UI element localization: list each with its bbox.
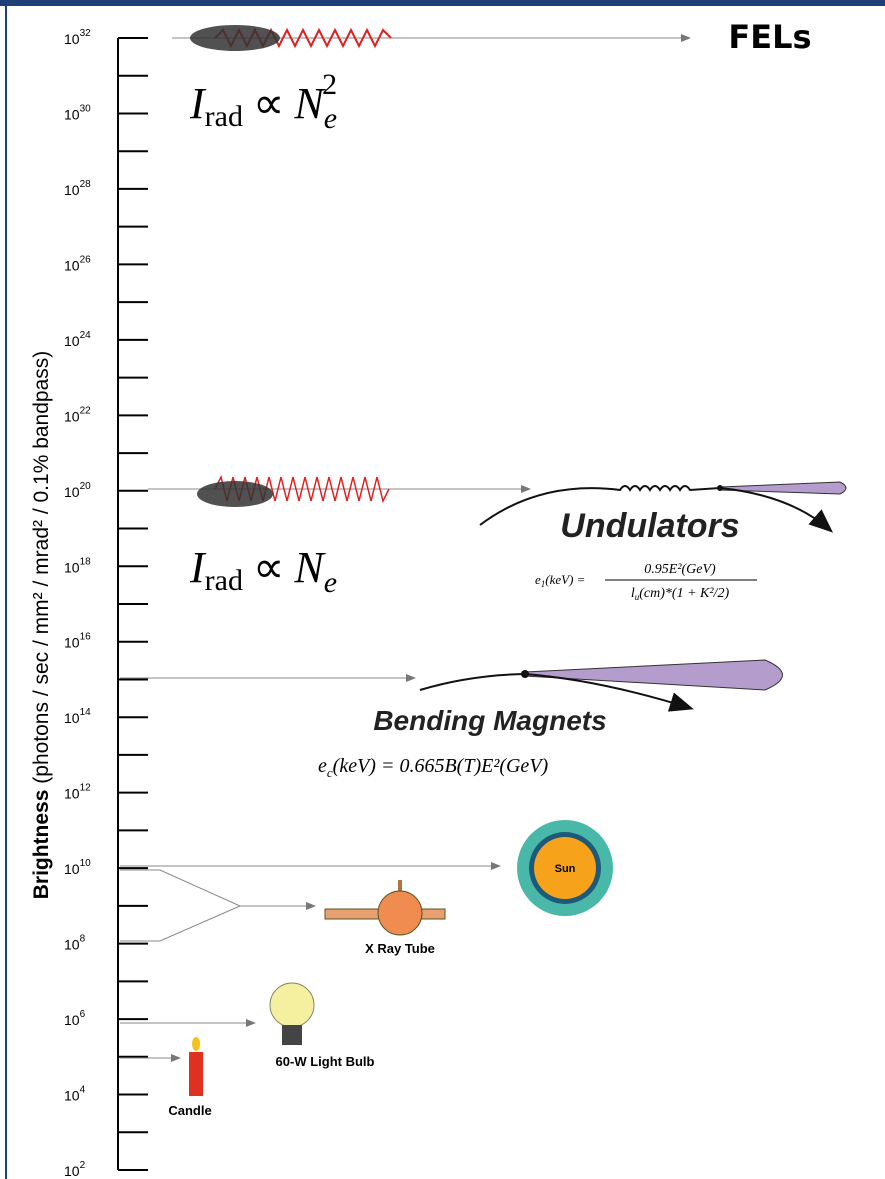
tick-exp: 12: [80, 783, 92, 794]
tick-label: 102: [64, 1160, 86, 1179]
tick-exp: 32: [80, 28, 92, 39]
tick-base: 10: [64, 484, 80, 500]
undulator-dot: [717, 485, 723, 491]
tick-exp: 18: [80, 556, 92, 567]
tick-base: 10: [64, 937, 80, 953]
fel-bunch: [190, 25, 280, 51]
tick-exp: 30: [80, 103, 92, 114]
tick-exp: 10: [80, 858, 92, 869]
tick-exp: 8: [80, 934, 86, 945]
tick-label: 108: [64, 934, 86, 953]
tick-label: 104: [64, 1085, 86, 1104]
candle-label: Candle: [168, 1103, 211, 1118]
undulator-energy-lhs: e1(keV) =: [535, 572, 585, 589]
bulb-label: 60-W Light Bulb: [276, 1054, 375, 1069]
bulb-glass: [270, 983, 314, 1027]
tick-label: 1026: [64, 254, 91, 273]
bending-dot: [521, 670, 529, 678]
axis-title: Brightness (photons / sec / mm² / mrad² …: [30, 351, 53, 900]
tick-exp: 6: [80, 1009, 86, 1020]
undulator-bunch: [197, 481, 273, 507]
tick-label: 1014: [64, 707, 91, 726]
candle-flame: [192, 1037, 200, 1051]
undulator-energy-den: lu(cm)*(1 + K²/2): [631, 586, 730, 602]
tick-label: 1030: [64, 103, 91, 122]
bending-beam: [525, 660, 783, 690]
fel-formula: Irad∝Ne2: [189, 68, 337, 135]
tick-base: 10: [64, 1012, 80, 1028]
tick-base: 10: [64, 1088, 80, 1104]
tick-label: 1018: [64, 556, 91, 575]
tick-exp: 16: [80, 632, 92, 643]
tick-label: 1028: [64, 179, 91, 198]
tick-label: 1012: [64, 783, 91, 802]
fel-label: FELs: [728, 18, 811, 56]
tick-base: 10: [64, 106, 80, 122]
undulator-beam: [720, 482, 846, 494]
undulator-label: Undulators: [560, 507, 739, 545]
tick-base: 10: [64, 559, 80, 575]
undulator-energy-num: 0.95E²(GeV): [644, 562, 716, 577]
tick-label: 1024: [64, 330, 91, 349]
undulator-formula: Irad∝Ne: [189, 543, 337, 599]
tick-base: 10: [64, 635, 80, 651]
tick-exp: 26: [80, 254, 92, 265]
xray-bulb: [378, 891, 422, 935]
xray-label: X Ray Tube: [365, 941, 435, 956]
tick-base: 10: [64, 861, 80, 877]
bending-label: Bending Magnets: [373, 705, 606, 736]
candle-body: [189, 1052, 203, 1096]
tick-base: 10: [64, 257, 80, 273]
bulb-base: [282, 1025, 302, 1045]
tick-label: 1010: [64, 858, 91, 877]
tick-exp: 20: [80, 481, 92, 492]
tick-base: 10: [64, 1163, 80, 1179]
tick-exp: 4: [80, 1085, 86, 1096]
tick-base: 10: [64, 182, 80, 198]
tick-label: 1016: [64, 632, 91, 651]
tick-base: 10: [64, 333, 80, 349]
tick-base: 10: [64, 31, 80, 47]
tick-exp: 22: [80, 405, 92, 416]
sun-label: Sun: [555, 863, 576, 875]
tick-label: 1020: [64, 481, 91, 500]
tick-exp: 14: [80, 707, 92, 718]
header-bar: [0, 0, 885, 6]
tick-exp: 24: [80, 330, 92, 341]
diagram: 1032103010281026102410221020101810161014…: [0, 0, 885, 1179]
tick-label: 1032: [64, 28, 91, 47]
tick-base: 10: [64, 408, 80, 424]
tick-base: 10: [64, 786, 80, 802]
tick-label: 1022: [64, 405, 91, 424]
tick-exp: 2: [80, 1160, 86, 1171]
tick-base: 10: [64, 710, 80, 726]
tick-exp: 28: [80, 179, 92, 190]
tick-label: 106: [64, 1009, 86, 1028]
bending-energy: ec(keV) = 0.665B(T)E²(GeV): [318, 755, 549, 780]
